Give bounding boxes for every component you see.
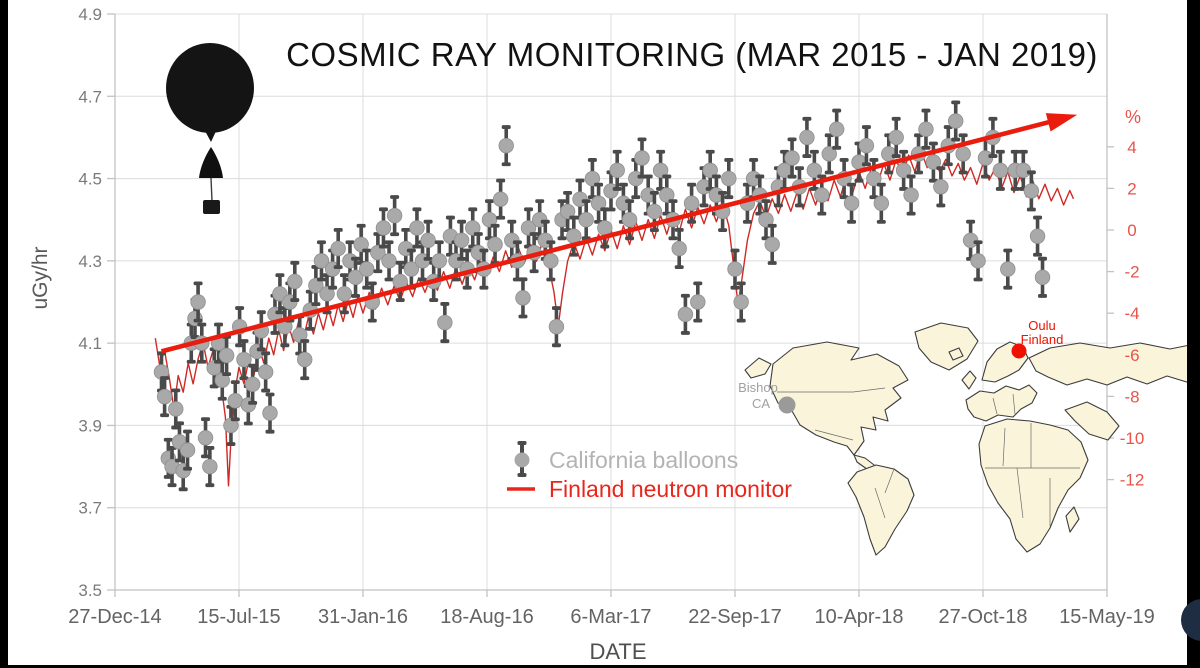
oulu-label-line2: Finland: [1021, 332, 1064, 347]
x-tick-label: 15-Jul-15: [197, 606, 280, 628]
y-right-tick-label: 2: [1127, 179, 1136, 198]
legend-neutron-label: Finland neutron monitor: [549, 476, 792, 502]
map-north-america: [769, 341, 909, 456]
x-tick-label: 22-Sep-17: [688, 606, 781, 628]
y-right-tick-label: -10: [1120, 429, 1145, 448]
map-alaska: [744, 357, 772, 379]
y-left-tick-label: 4.9: [78, 5, 102, 24]
bishop-marker: [778, 396, 796, 414]
bottom-edge-bar: [0, 665, 1200, 668]
x-tick-label: 6-Mar-17: [570, 606, 651, 628]
map-south-america: [847, 464, 915, 556]
map-uk: [961, 370, 977, 390]
map-madagascar: [1065, 506, 1080, 533]
bishop-label-line2: CA: [752, 396, 770, 411]
x-tick-label: 27-Dec-14: [68, 606, 161, 628]
legend-balloon-marker-icon: [514, 441, 530, 477]
y-axis-label-right: %: [1125, 107, 1141, 127]
legend-balloons-label: California balloons: [549, 447, 738, 473]
map-asia: [1028, 342, 1191, 386]
legend: California balloons Finland neutron moni…: [507, 441, 792, 502]
y-right-tick-label: 4: [1127, 138, 1136, 157]
y-left-tick-label: 3.5: [78, 581, 102, 600]
right-edge-bar: [1187, 0, 1200, 668]
oulu-marker: [1011, 343, 1027, 359]
map-europe: [965, 384, 1038, 422]
left-edge-bar: [0, 0, 8, 668]
x-tick-label: 15-May-19: [1059, 606, 1155, 628]
x-axis-label: DATE: [589, 639, 646, 664]
world-map-inset: Bishop CA Oulu Finland: [738, 318, 1191, 556]
x-tick-label: 27-Oct-18: [939, 606, 1028, 628]
trend-arrow: [160, 113, 1078, 354]
y-right-tick-label: -4: [1124, 304, 1139, 323]
y-right-tick-label: 0: [1127, 221, 1136, 240]
balloon-icon: [166, 43, 254, 214]
axis-frame: [107, 13, 1114, 597]
y-left-tick-label: 4.1: [78, 334, 102, 353]
x-tick-label: 31-Jan-16: [318, 606, 408, 628]
y-axis-label-left: uGy/hr: [29, 246, 52, 309]
x-tick-label: 18-Aug-16: [440, 606, 533, 628]
california-balloon-series: [153, 100, 1051, 492]
y-right-tick-label: -2: [1124, 263, 1139, 282]
map-country-borders: [777, 387, 1080, 526]
y-right-tick-label: -12: [1120, 471, 1145, 490]
y-right-tick-label: -6: [1124, 346, 1139, 365]
y-left-tick-label: 4.7: [78, 87, 102, 106]
axis-tick-labels: 4.9 4.7 4.5 4.3 4.1 3.9 3.7 3.5 27-Dec-14 15-Jul-…: [68, 5, 1155, 628]
map-middle-east: [1064, 401, 1120, 441]
y-right-tick-label: -8: [1124, 387, 1139, 406]
y-left-tick-label: 3.7: [78, 499, 102, 518]
map-iceland: [948, 347, 964, 361]
map-greenland: [914, 322, 979, 371]
map-africa: [978, 418, 1089, 553]
x-tick-label: 10-Apr-18: [815, 606, 904, 628]
y-left-tick-label: 4.3: [78, 252, 102, 271]
y-left-tick-label: 4.5: [78, 170, 102, 189]
chart-title: COSMIC RAY MONITORING (MAR 2015 - JAN 20…: [286, 36, 1098, 73]
oulu-label-line1: Oulu: [1028, 318, 1055, 333]
gridlines: [114, 13, 1108, 591]
bishop-label-line1: Bishop: [738, 380, 778, 395]
y-left-tick-label: 3.9: [78, 416, 102, 435]
video-overlay-dot: [1181, 599, 1200, 641]
